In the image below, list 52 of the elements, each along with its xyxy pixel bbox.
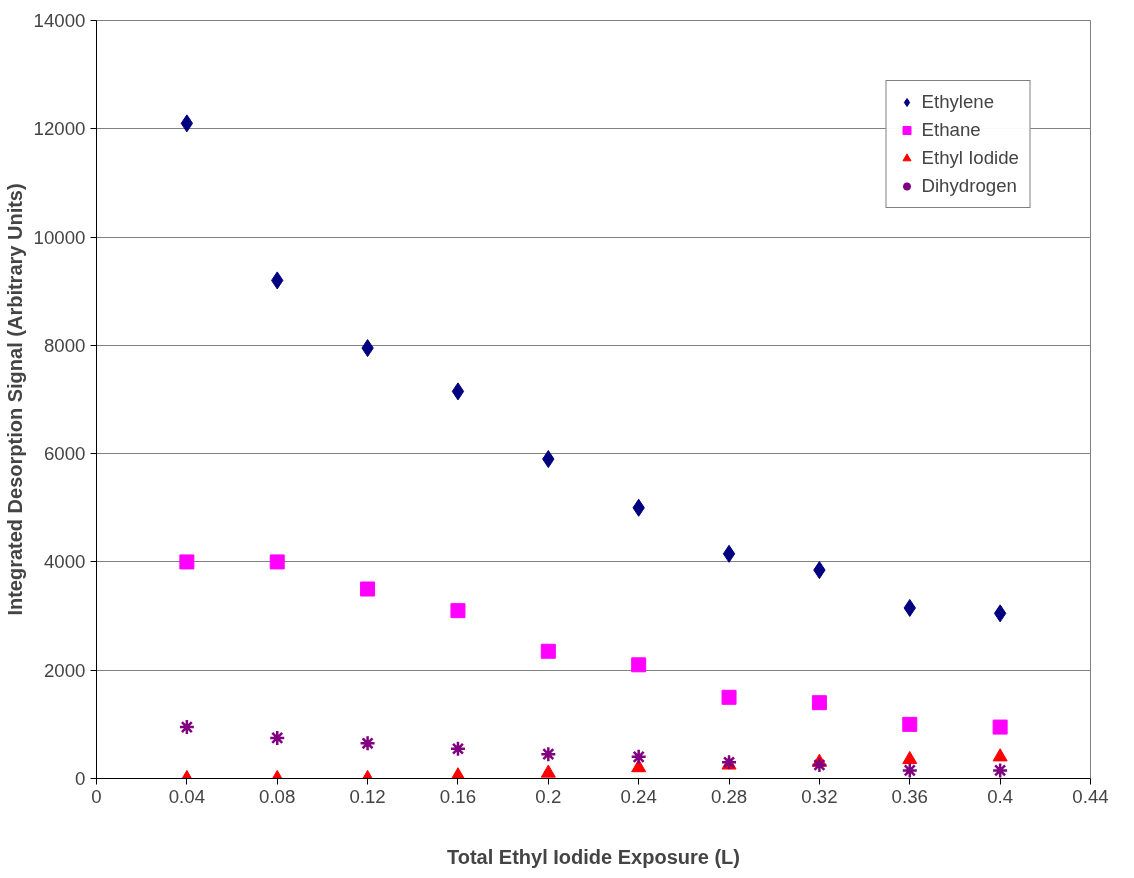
point xyxy=(179,554,195,570)
point xyxy=(630,748,647,766)
point xyxy=(180,114,194,133)
x-tick-label: 0 xyxy=(91,785,102,807)
point xyxy=(811,695,827,711)
x-tick-label: 0.16 xyxy=(439,785,477,807)
point xyxy=(902,750,918,765)
x-tick-label: 0.24 xyxy=(620,785,657,807)
point xyxy=(993,604,1007,623)
x-tick-label: 0.2 xyxy=(535,785,562,807)
point xyxy=(991,762,1009,779)
legend-label: Dihydrogen xyxy=(921,175,1017,197)
y-tick-label: 12000 xyxy=(33,118,86,140)
x-tick-label: 0.12 xyxy=(349,785,386,807)
x-tick-label: 0.32 xyxy=(801,785,838,807)
y-tick-label: 14000 xyxy=(33,10,86,31)
legend-label: Ethane xyxy=(921,119,981,141)
point xyxy=(540,764,556,778)
x-tick-label: 0.36 xyxy=(891,785,928,807)
y-tick-label: 4000 xyxy=(44,551,86,573)
x-tick-label: 0.44 xyxy=(1072,785,1109,807)
point xyxy=(449,740,467,757)
y-tick-label: 0 xyxy=(75,768,86,789)
point xyxy=(451,382,465,401)
y-tick-label: 8000 xyxy=(44,334,86,356)
point xyxy=(992,748,1008,762)
point xyxy=(540,745,557,763)
x-tick-label: 0.4 xyxy=(987,785,1014,807)
point xyxy=(178,718,196,736)
point xyxy=(722,544,736,563)
point xyxy=(360,581,376,597)
x-axis-title: Total Ethyl Iodide Exposure (L) xyxy=(447,845,740,868)
y-axis-title: Integrated Desorption Signal (Arbitrary Units) xyxy=(3,183,26,616)
x-tick-label: 0.08 xyxy=(259,785,296,807)
point xyxy=(269,554,285,570)
point xyxy=(811,756,828,774)
point xyxy=(359,735,376,752)
y-tick-label: 2000 xyxy=(44,659,86,681)
point xyxy=(992,719,1008,735)
x-tick-label: 0.04 xyxy=(168,785,206,807)
point xyxy=(721,689,737,705)
y-tick-label: 6000 xyxy=(44,443,86,465)
point xyxy=(450,603,466,619)
legend-label: Ethyl Iodide xyxy=(921,147,1019,169)
point xyxy=(631,657,647,673)
x-tick-label: 0.28 xyxy=(710,785,748,807)
point xyxy=(540,643,556,659)
y-tick-label: 10000 xyxy=(33,226,86,248)
legend-label: Ethylene xyxy=(921,91,995,113)
point xyxy=(901,762,919,779)
point xyxy=(902,716,918,732)
point xyxy=(268,729,286,747)
